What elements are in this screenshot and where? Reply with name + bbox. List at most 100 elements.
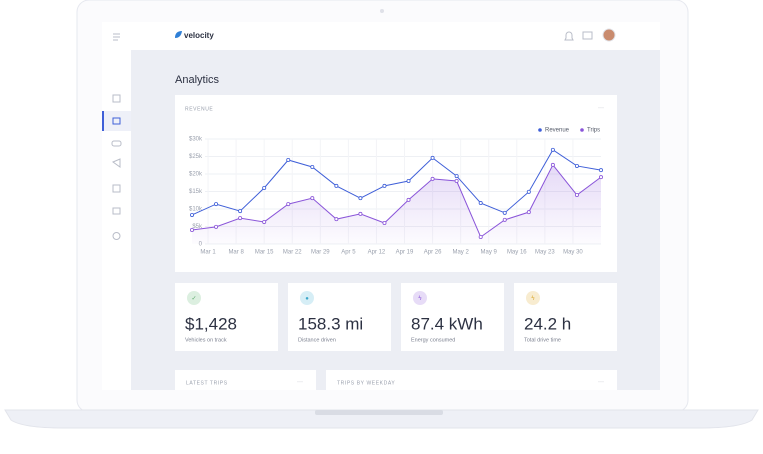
- stat-icon-bg: [526, 291, 540, 305]
- stat-icon-bg: [413, 291, 427, 305]
- avatar[interactable]: [602, 28, 616, 42]
- nav-icon[interactable]: [111, 158, 121, 168]
- x-tick-label: May 16: [507, 250, 527, 256]
- point: [478, 201, 483, 206]
- bell-icon[interactable]: [564, 31, 574, 41]
- point: [502, 210, 507, 215]
- point: [310, 164, 315, 169]
- section-menu[interactable]: ···: [297, 380, 303, 386]
- point: [406, 197, 411, 202]
- point: [358, 196, 363, 201]
- stat-icon: ϟ: [531, 296, 535, 302]
- stat-icon: ✓: [191, 296, 196, 302]
- x-tick-label: May 23: [535, 250, 555, 256]
- legend-swatch: [538, 128, 542, 132]
- nav-active[interactable]: [102, 111, 131, 131]
- x-tick-label: Apr 19: [396, 250, 414, 256]
- y-tick-label: $5k: [192, 224, 203, 230]
- point: [502, 217, 507, 222]
- card-title: REVENUE: [185, 106, 213, 112]
- section-title: TRIPS BY WEEKDAY: [337, 380, 395, 386]
- legend-swatch: [580, 128, 584, 132]
- point: [214, 224, 219, 229]
- stat-value: 158.3 mi: [298, 314, 363, 333]
- logo: [175, 31, 182, 38]
- series-line: [191, 149, 602, 216]
- y-tick-label: $10k: [189, 207, 203, 213]
- x-tick-label: May 2: [452, 250, 469, 256]
- point: [454, 178, 459, 183]
- y-tick-label: $15k: [189, 189, 203, 195]
- point: [238, 216, 243, 221]
- nav-icon[interactable]: [112, 94, 121, 103]
- stat-label: Total drive time: [524, 337, 561, 343]
- stat-label: Distance driven: [298, 337, 336, 343]
- y-tick-label: $30k: [189, 137, 203, 143]
- sidebar-icons: [102, 33, 131, 240]
- stat-icon-bg: [300, 291, 314, 305]
- point: [358, 211, 363, 216]
- x-tick-label: Apr 26: [424, 250, 442, 256]
- nav-icon[interactable]: [111, 140, 122, 147]
- section-menu[interactable]: ···: [598, 380, 604, 386]
- point: [574, 163, 579, 168]
- point: [550, 162, 555, 167]
- card-menu[interactable]: ···: [598, 106, 604, 112]
- nav-icon[interactable]: [112, 232, 121, 240]
- laptop-base: [4, 409, 759, 429]
- stat-label: Energy consumed: [411, 337, 455, 343]
- y-tick-label: $25k: [189, 154, 203, 160]
- x-tick-label: May 9: [481, 250, 498, 256]
- point: [262, 219, 267, 224]
- y-tick-label: $20k: [189, 172, 203, 178]
- nav-icon[interactable]: [112, 207, 121, 215]
- point: [190, 212, 195, 217]
- point: [238, 209, 243, 214]
- nav-indicator: [102, 111, 104, 131]
- nav-icon[interactable]: [112, 117, 121, 125]
- point: [574, 192, 579, 197]
- x-tick-label: Mar 8: [228, 250, 244, 256]
- section-card: [175, 370, 316, 390]
- x-tick-label: Mar 22: [283, 250, 302, 256]
- point: [406, 178, 411, 183]
- point: [382, 183, 387, 188]
- camera: [380, 9, 384, 13]
- stat-value: $1,428: [185, 314, 237, 333]
- point: [262, 185, 267, 190]
- mail-icon[interactable]: [582, 31, 593, 40]
- point: [334, 217, 339, 222]
- menu-icon[interactable]: [113, 33, 120, 41]
- section-title: LATEST TRIPS: [186, 380, 228, 386]
- brand: velocity: [184, 31, 214, 40]
- sidebar: [102, 22, 131, 390]
- point: [334, 183, 339, 188]
- section-card: [326, 370, 617, 390]
- stat-value: 24.2 h: [524, 314, 571, 333]
- x-tick-label: Apr 5: [341, 250, 356, 256]
- series-line: [191, 163, 602, 238]
- x-tick-label: Apr 12: [368, 250, 386, 256]
- x-tick-label: May 30: [563, 250, 583, 256]
- point: [454, 174, 459, 179]
- page-title: Analytics: [175, 74, 220, 86]
- legend-label: Trips: [587, 128, 600, 134]
- stat-cards: ✓ $1,428 Vehicles on track ● 158.3 mi Distanc…: [175, 283, 617, 351]
- point: [550, 147, 555, 152]
- bottom-cards: LATEST TRIPS ··· TRIPS BY WEEKDAY ···: [175, 370, 617, 390]
- nav-icon[interactable]: [112, 184, 121, 193]
- point: [526, 210, 531, 215]
- revenue-chart: 0 $5k $10k $15k $20k $25k $30k Mar 1 Mar 8 Mar 15…: [189, 128, 603, 256]
- legend-label: Revenue: [545, 128, 570, 134]
- stat-label: Vehicles on track: [185, 337, 227, 343]
- point: [286, 157, 291, 162]
- point: [598, 168, 603, 173]
- y-tick-label: 0: [199, 242, 203, 248]
- point: [382, 220, 387, 225]
- point: [310, 196, 315, 201]
- point: [526, 189, 531, 194]
- point: [430, 155, 435, 160]
- stat-icon-bg: [187, 291, 201, 305]
- point: [190, 227, 195, 232]
